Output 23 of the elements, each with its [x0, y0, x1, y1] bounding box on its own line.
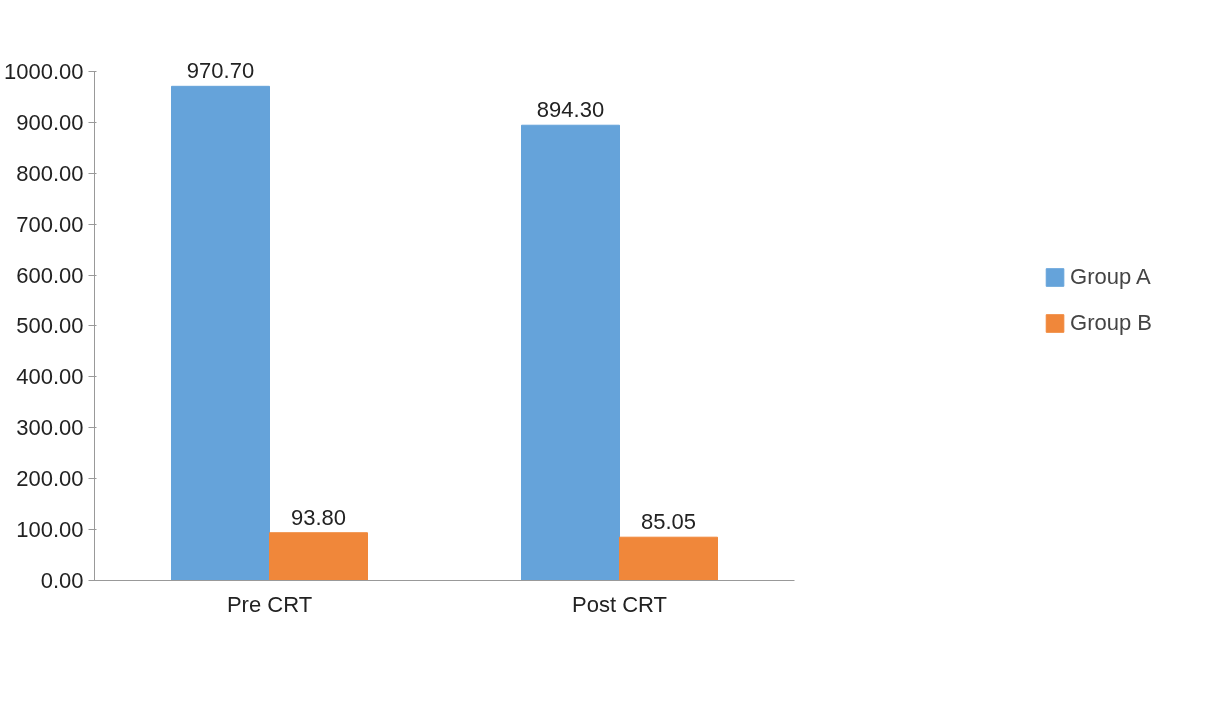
data-label: 85.05 — [640, 509, 697, 535]
bar — [521, 124, 620, 581]
y-tick-label: 800.00 — [16, 160, 84, 186]
data-label: 93.80 — [290, 504, 347, 530]
x-tick-label: Post CRT — [572, 591, 667, 617]
y-tick-label: 300.00 — [16, 415, 84, 441]
x-tick-label: Pre CRT — [226, 591, 313, 617]
bar — [171, 85, 270, 581]
legend-label: Group B — [1070, 310, 1152, 336]
legend-label: Group A — [1070, 264, 1151, 290]
bar — [619, 536, 718, 581]
y-tick-label: 1000.00 — [3, 58, 84, 84]
y-tick-label: 500.00 — [16, 313, 84, 339]
y-tick-label: 100.00 — [16, 517, 84, 543]
y-tick-label: 400.00 — [16, 364, 84, 390]
y-tick-label: 700.00 — [16, 211, 84, 237]
data-label: 894.30 — [536, 97, 605, 123]
bar — [269, 532, 368, 581]
y-tick-label: 600.00 — [16, 262, 84, 288]
y-tick-label: 900.00 — [16, 109, 84, 135]
data-label: 970.70 — [186, 58, 255, 84]
y-tick-label: 200.00 — [16, 466, 84, 492]
y-tick-label: 0.00 — [40, 568, 84, 593]
